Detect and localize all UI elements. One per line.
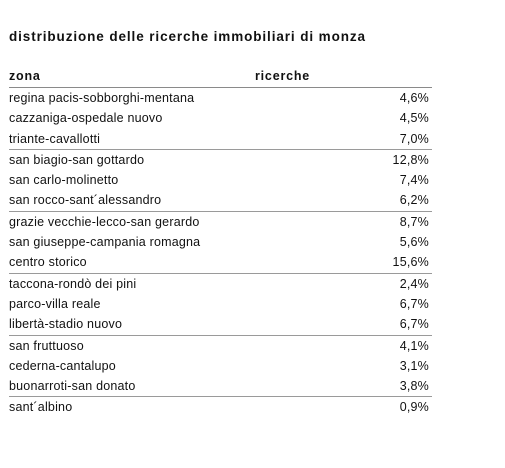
search-percentage: 6,2% [399,193,429,208]
table-row: parco-villa reale 6,7% [9,294,432,314]
search-percentage: 8,7% [399,214,429,229]
table-row: cederna-cantalupo 3,1% [9,356,432,376]
table-row: grazie vecchie-lecco-san gerardo 8,7% [9,212,432,232]
table-row: san fruttuoso 4,1% [9,336,432,356]
search-percentage: 3,8% [399,379,429,394]
row-group: regina pacis-sobborghi-mentana 4,6% cazzan… [9,88,432,150]
zone-name: parco-villa reale [9,296,101,311]
table-row: san giuseppe-campania romagna 5,6% [9,232,432,252]
zone-name: cederna-cantalupo [9,358,116,373]
search-percentage: 4,6% [399,91,429,105]
zone-name: regina pacis-sobborghi-mentana [9,91,195,105]
row-group: san biagio-san gottardo 12,8% san carlo-mo… [9,150,432,212]
header-searches: ricerche [255,69,311,83]
search-percentage: 0,9% [399,400,429,415]
table-row: libertà-stadio nuovo 6,7% [9,314,432,334]
table-row: sant´albino 0,9% [9,397,432,417]
search-percentage: 6,7% [399,296,429,311]
table-row: triante-cavallotti 7,0% [9,129,432,149]
search-percentage: 7,0% [399,131,429,146]
search-percentage: 3,1% [399,358,429,373]
zone-name: san biagio-san gottardo [9,152,145,167]
zone-name: grazie vecchie-lecco-san gerardo [9,214,200,229]
zone-name: taccona-rondò dei pini [9,276,137,291]
search-percentage: 4,5% [399,111,429,126]
zone-name: buonarroti-san donato [9,379,136,394]
zone-name: libertà-stadio nuovo [9,317,123,332]
zone-name: san carlo-molinetto [9,173,119,188]
zone-name: san rocco-sant´alessandro [9,193,162,208]
search-distribution-table: zona ricerche regina pacis-sobborghi-men… [9,69,432,418]
row-group: grazie vecchie-lecco-san gerardo 8,7% san … [9,212,432,274]
zone-name: cazzaniga-ospedale nuovo [9,111,163,126]
table-body: regina pacis-sobborghi-mentana 4,6% cazzan… [9,88,432,418]
zone-name: centro storico [9,255,87,270]
search-percentage: 4,1% [399,338,429,353]
table-title: distribuzione delle ricerche immobiliari… [9,29,366,44]
search-percentage: 7,4% [399,173,429,188]
table-header: zona ricerche [9,69,432,88]
search-percentage: 15,6% [392,255,429,270]
table-row: regina pacis-sobborghi-mentana 4,6% [9,88,432,108]
table-row: san rocco-sant´alessandro 6,2% [9,190,432,210]
zone-name: san giuseppe-campania romagna [9,235,201,250]
search-percentage: 5,6% [399,235,429,250]
zone-name: sant´albino [9,400,73,415]
table-row: centro storico 15,6% [9,252,432,272]
row-group: taccona-rondò dei pini 2,4% parco-villa re… [9,274,432,336]
zone-name: triante-cavallotti [9,131,101,146]
table-row: san biagio-san gottardo 12,8% [9,150,432,170]
search-percentage: 12,8% [392,152,429,167]
table-row: buonarroti-san donato 3,8% [9,376,432,396]
row-group: sant´albino 0,9% [9,397,432,417]
table-row: taccona-rondò dei pini 2,4% [9,274,432,294]
table-row: san carlo-molinetto 7,4% [9,170,432,190]
row-group: san fruttuoso 4,1% cederna-cantalupo 3,1% bu… [9,336,432,398]
table-row: cazzaniga-ospedale nuovo 4,5% [9,108,432,128]
search-percentage: 2,4% [399,276,429,291]
zone-name: san fruttuoso [9,338,84,353]
search-percentage: 6,7% [399,317,429,332]
header-zone: zona [9,69,41,83]
